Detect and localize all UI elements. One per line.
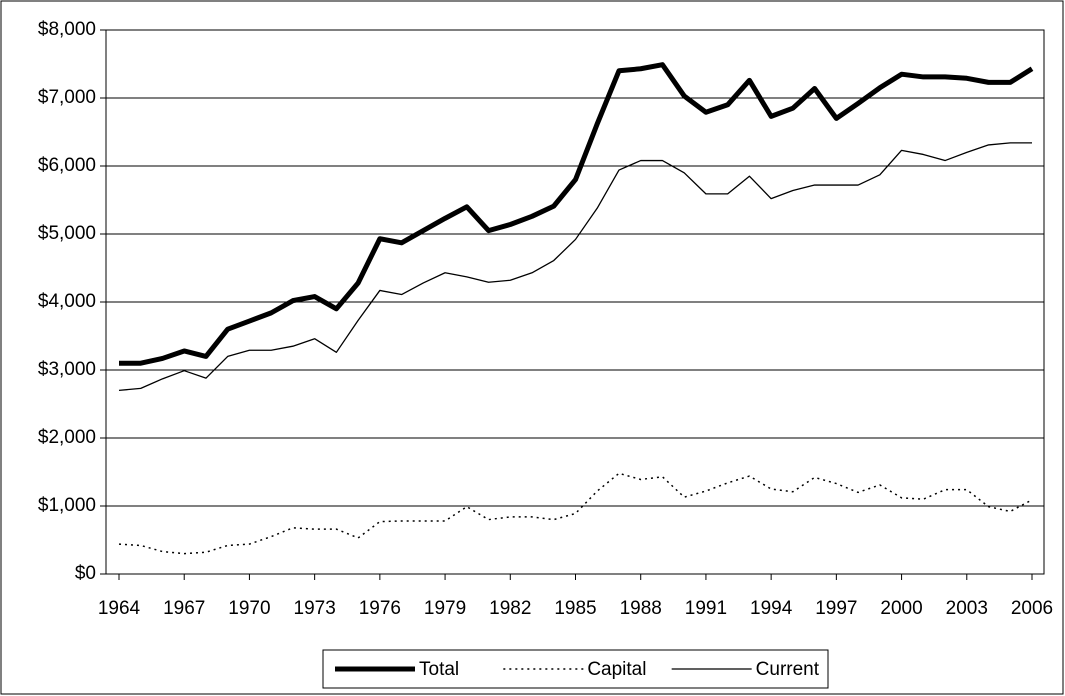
y-tick-label: $6,000	[38, 155, 96, 176]
line-series	[118, 142, 1032, 392]
legend-label: Capital	[587, 659, 646, 680]
x-tick-label: 1985	[554, 598, 596, 619]
x-tick-label: 1970	[228, 598, 270, 619]
y-tick-label: $8,000	[38, 19, 96, 40]
x-tick-label: 1964	[98, 598, 141, 619]
x-tick-label: 1976	[359, 598, 401, 619]
x-tick-label: 2003	[946, 598, 988, 619]
y-tick-label: $3,000	[38, 359, 96, 380]
x-tick-label: 1979	[424, 598, 466, 619]
x-tick-label: 1991	[685, 598, 727, 619]
y-tick-label: $2,000	[38, 427, 96, 448]
x-tick-label: 1997	[815, 598, 857, 619]
x-tick-label: 1973	[294, 598, 336, 619]
x-tick-label: 1967	[163, 598, 205, 619]
x-tick-label: 1988	[620, 598, 662, 619]
y-tick-label: $0	[75, 563, 96, 584]
y-tick-label: $4,000	[38, 291, 96, 312]
y-tick-label: $5,000	[38, 223, 96, 244]
x-tick-label: 1994	[750, 598, 793, 619]
line-series	[118, 472, 1033, 555]
y-tick-label: $1,000	[38, 495, 96, 516]
legend-label: Current	[756, 659, 820, 680]
x-tick-label: 2006	[1011, 598, 1053, 619]
legend-label: Total	[419, 659, 459, 680]
x-tick-label: 2000	[880, 598, 922, 619]
line-series	[119, 62, 1034, 366]
x-tick-label: 1982	[489, 598, 531, 619]
y-tick-label: $7,000	[38, 87, 96, 108]
